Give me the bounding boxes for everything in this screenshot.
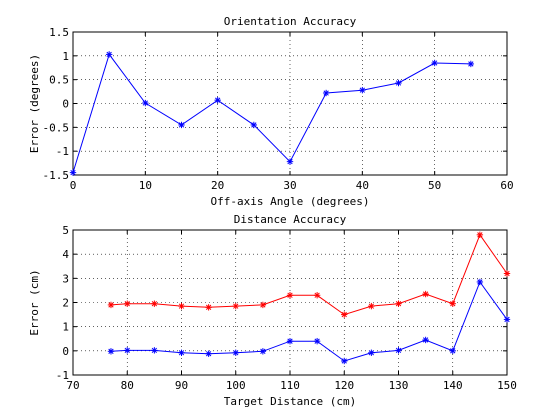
orientation-x-axis-label: Off-axis Angle (degrees) xyxy=(211,195,370,208)
orientation-data-point xyxy=(468,61,474,67)
orientation-x-tick-label: 30 xyxy=(283,179,296,192)
orientation-x-tick-label: 20 xyxy=(211,179,224,192)
distance-data-point xyxy=(422,291,428,297)
orientation-y-tick-label: -1.5 xyxy=(43,169,70,182)
distance-data-point xyxy=(504,316,510,322)
orientation-data-point xyxy=(178,122,184,128)
distance-data-point xyxy=(477,232,483,238)
distance-data-point xyxy=(395,347,401,353)
orientation-y-tick-label: 1 xyxy=(62,50,69,63)
distance-x-tick-label: 90 xyxy=(175,379,188,392)
orientation-data-point xyxy=(214,97,220,103)
distance-x-tick-label: 110 xyxy=(280,379,300,392)
distance-data-point xyxy=(341,311,347,317)
orientation-y-tick-label: -1 xyxy=(56,145,69,158)
distance-data-point xyxy=(341,358,347,364)
distance-y-tick-label: 5 xyxy=(62,224,69,237)
orientation-data-point xyxy=(431,60,437,66)
distance-data-point xyxy=(151,301,157,307)
distance-x-tick-label: 120 xyxy=(334,379,354,392)
distance-data-point xyxy=(450,348,456,354)
orientation-x-tick-label: 40 xyxy=(356,179,369,192)
distance-x-tick-label: 100 xyxy=(226,379,246,392)
orientation-chart-title: Orientation Accuracy xyxy=(224,15,357,28)
orientation-y-tick-label: 0 xyxy=(62,98,69,111)
distance-data-point xyxy=(422,337,428,343)
orientation-x-tick-label: 0 xyxy=(70,179,77,192)
orientation-data-point xyxy=(142,100,148,106)
distance-data-point xyxy=(124,301,130,307)
orientation-data-point xyxy=(395,80,401,86)
distance-x-tick-label: 80 xyxy=(121,379,134,392)
distance-y-tick-label: 0 xyxy=(62,345,69,358)
distance-data-point xyxy=(108,348,114,354)
distance-data-point xyxy=(124,347,130,353)
distance-data-point xyxy=(205,351,211,357)
distance-y-tick-label: 4 xyxy=(62,248,69,261)
distance-x-tick-label: 130 xyxy=(389,379,409,392)
distance-data-point xyxy=(108,302,114,308)
distance-data-point xyxy=(450,301,456,307)
distance-data-point xyxy=(368,350,374,356)
distance-data-point xyxy=(368,303,374,309)
orientation-data-point xyxy=(106,51,112,57)
orientation-y-tick-label: -0.5 xyxy=(43,121,70,134)
orientation-x-tick-label: 50 xyxy=(428,179,441,192)
orientation-y-tick-label: 1.5 xyxy=(49,26,69,39)
distance-data-point xyxy=(151,347,157,353)
distance-y-tick-label: -1 xyxy=(56,369,69,382)
distance-data-point xyxy=(314,292,320,298)
distance-chart-title: Distance Accuracy xyxy=(234,213,347,226)
distance-x-tick-label: 150 xyxy=(497,379,517,392)
distance-data-point xyxy=(314,338,320,344)
distance-data-point xyxy=(233,303,239,309)
distance-data-point xyxy=(178,350,184,356)
distance-data-point xyxy=(178,303,184,309)
orientation-data-point xyxy=(251,122,257,128)
distance-x-tick-label: 140 xyxy=(443,379,463,392)
distance-data-point xyxy=(233,350,239,356)
distance-y-tick-label: 3 xyxy=(62,272,69,285)
distance-x-axis-label: Target Distance (cm) xyxy=(224,395,356,408)
orientation-data-point xyxy=(70,169,76,175)
distance-y-tick-label: 2 xyxy=(62,297,69,310)
distance-data-point xyxy=(395,301,401,307)
distance-data-point xyxy=(477,279,483,285)
distance-y-tick-label: 1 xyxy=(62,321,69,334)
distance-data-point xyxy=(287,338,293,344)
orientation-data-point xyxy=(287,158,293,164)
orientation-x-tick-label: 10 xyxy=(139,179,152,192)
orientation-y-axis-label: Error (degrees) xyxy=(28,54,41,153)
distance-y-axis-label: Error (cm) xyxy=(28,269,41,335)
distance-data-point xyxy=(260,302,266,308)
distance-data-point xyxy=(260,348,266,354)
distance-data-point xyxy=(504,270,510,276)
orientation-x-tick-label: 60 xyxy=(500,179,513,192)
distance-data-point xyxy=(287,292,293,298)
orientation-data-point xyxy=(323,90,329,96)
orientation-data-point xyxy=(359,87,365,93)
distance-data-point xyxy=(205,304,211,310)
orientation-y-tick-label: 0.5 xyxy=(49,74,69,87)
